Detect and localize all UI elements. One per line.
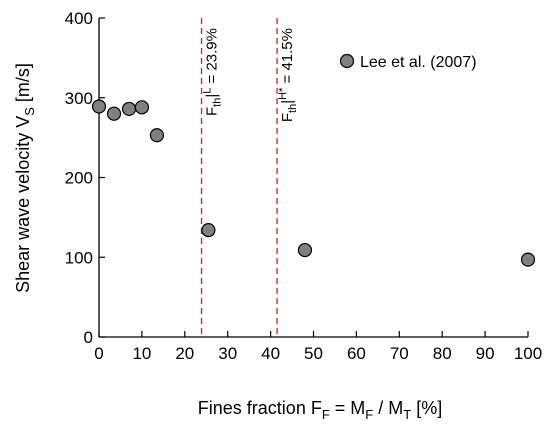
- x-axis-ticks: 0 10 20 30 40 50 60 70 80 90 100: [94, 331, 542, 363]
- y-tick-label: 0: [84, 328, 93, 347]
- x-tick-label: 0: [94, 344, 103, 363]
- y-tick-label: 200: [65, 169, 93, 188]
- data-point: [121, 101, 137, 117]
- data-point: [297, 242, 313, 258]
- threshold-label: Fth|L = 23.9%: [202, 28, 224, 116]
- data-point: [106, 106, 122, 121]
- legend-label: Lee et al. (2007): [360, 54, 477, 71]
- threshold-label: Fth|H* = 41.5%: [277, 28, 299, 122]
- x-tick-label: 40: [261, 344, 280, 363]
- y-axis-label: Shear wave velocity VS [m/s]: [13, 63, 37, 293]
- x-tick-label: 100: [514, 344, 542, 363]
- data-point: [149, 128, 165, 143]
- data-point: [134, 100, 149, 115]
- y-tick-label: 300: [65, 89, 93, 108]
- threshold-lines: Fth|L = 23.9% Fth|H* = 41.5%: [200, 18, 299, 337]
- x-tick-label: 50: [304, 344, 323, 363]
- data-point: [201, 223, 216, 238]
- y-axis-ticks: 0 100 200 300 400: [65, 9, 105, 347]
- y-tick-label: 400: [65, 9, 93, 28]
- x-tick-label: 10: [132, 344, 151, 363]
- data-points: [91, 99, 536, 267]
- x-tick-label: 70: [390, 344, 409, 363]
- x-tick-label: 20: [175, 344, 194, 363]
- legend: Lee et al. (2007): [339, 53, 477, 71]
- x-tick-label: 90: [476, 344, 495, 363]
- y-tick-label: 100: [65, 248, 93, 267]
- x-tick-label: 60: [347, 344, 366, 363]
- data-point: [520, 252, 536, 267]
- data-point: [91, 99, 107, 114]
- x-tick-label: 80: [433, 344, 452, 363]
- x-tick-label: 30: [218, 344, 237, 363]
- x-axis-label: Fines fraction FF = MF / MT [%]: [198, 398, 442, 422]
- legend-marker: [339, 53, 355, 69]
